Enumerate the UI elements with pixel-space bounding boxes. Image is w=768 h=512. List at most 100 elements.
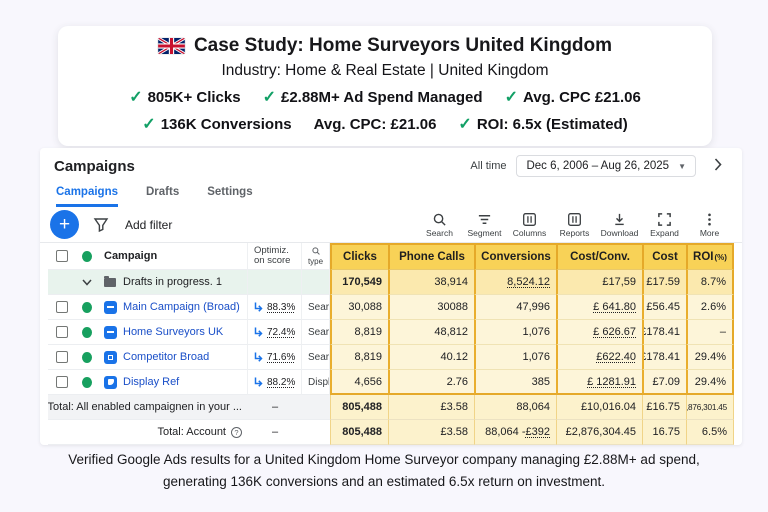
check-icon — [263, 87, 276, 107]
campaign-type-cell: Search — [302, 295, 330, 320]
total-clicks: 805,488 — [330, 395, 388, 420]
column-header-roi[interactable]: ROI (%) — [686, 243, 734, 270]
drafts-group-row[interactable]: Drafts in progress. 1 — [98, 270, 248, 295]
total-cost: £16.75 — [642, 395, 686, 420]
search-button[interactable]: Search — [417, 212, 462, 238]
column-header-type[interactable]: type — [302, 243, 330, 270]
cell-conversions: 8,524.12 — [474, 270, 556, 295]
cell-cost: £7.09 — [642, 370, 686, 395]
expand-row-chevron[interactable] — [76, 270, 98, 295]
campaign-row[interactable]: Display Ref — [98, 370, 248, 395]
campaign-icon — [104, 300, 117, 314]
reports-button[interactable]: Reports — [552, 212, 597, 238]
select-all-checkbox[interactable] — [48, 243, 76, 270]
check-icon — [142, 114, 155, 134]
cell-roi: 2.6% — [686, 295, 734, 320]
tab-campaigns[interactable]: Campaigns — [56, 186, 118, 207]
campaign-type-cell: Search — [302, 320, 330, 345]
table-row-cell — [302, 270, 330, 295]
cell-clicks: 170,549 — [330, 270, 388, 295]
column-header-phone-calls[interactable]: Phone Calls — [388, 243, 474, 270]
recommendation-arrow-icon — [254, 352, 263, 362]
segment-button[interactable]: Segment — [462, 212, 507, 238]
status-dot — [76, 320, 98, 345]
campaign-row[interactable]: Home Surveyors UK — [98, 320, 248, 345]
date-next-button[interactable] — [706, 157, 730, 175]
add-campaign-button[interactable]: + — [50, 210, 79, 239]
download-icon — [615, 213, 624, 225]
cell-roi: 29.4% — [686, 370, 734, 395]
download-button[interactable]: Download — [597, 212, 642, 238]
cell-cost-conv: £ 1281.91 — [556, 370, 642, 395]
status-filter-dot — [76, 243, 98, 270]
total-phone-calls: £3.58 — [388, 395, 474, 420]
campaign-row[interactable]: Main Campaign (Broad) — [98, 295, 248, 320]
caption-line-2: generating 136K conversions and an estim… — [162, 474, 606, 489]
reports-icon — [568, 212, 581, 226]
total-cost: 16.75 — [642, 420, 686, 445]
cell-phone-calls: 40.12 — [388, 345, 474, 370]
tab-drafts[interactable]: Drafts — [146, 186, 180, 198]
cell-conversions: 47,996 — [474, 295, 556, 320]
cell-phone-calls: 48,812 — [388, 320, 474, 345]
cell-cost-conv: £622.40 — [556, 345, 642, 370]
cell-conversions: 385 — [474, 370, 556, 395]
cell-conversions: 1,076 — [474, 320, 556, 345]
date-range-picker[interactable]: Dec 6, 2006 – Aug 26, 2025 ▼ — [516, 155, 696, 177]
help-icon[interactable]: ? — [231, 426, 242, 438]
row-checkbox[interactable] — [48, 295, 76, 320]
stat-conversions: 136K Conversions — [160, 115, 292, 133]
row-checkbox[interactable] — [48, 345, 76, 370]
column-header-conversions[interactable]: Conversions — [474, 243, 556, 270]
chevron-down-icon — [82, 279, 92, 286]
search-icon — [433, 213, 446, 226]
cell-cost: £56.45 — [642, 295, 686, 320]
total-conversions: 88,064 — [474, 395, 556, 420]
cell-conversions: 1,076 — [474, 345, 556, 370]
stat-avg-cpc: Avg. CPC £21.06 — [522, 88, 641, 106]
row-checkbox[interactable] — [48, 320, 76, 345]
stat-clicks: 805K+ Clicks — [147, 88, 241, 106]
table-row-cell — [248, 270, 302, 295]
add-filter-button[interactable]: Add filter — [125, 217, 173, 232]
caption-line-1: Verified Google Ads results for a United… — [68, 452, 700, 467]
stats-row-2: 136K Conversions Avg. CPC: £21.06 ROI: 6… — [58, 114, 712, 134]
expand-button[interactable]: Expand — [642, 212, 687, 238]
opt-score-cell[interactable]: 88.2% — [248, 370, 302, 395]
campaign-icon — [104, 350, 117, 364]
date-range-value: Dec 6, 2006 – Aug 26, 2025 — [526, 160, 670, 172]
segment-icon — [478, 214, 491, 224]
table-row-cell — [302, 420, 330, 445]
row-checkbox[interactable] — [48, 370, 76, 395]
filter-icon[interactable] — [93, 217, 109, 232]
cell-cost: £178.41 — [642, 320, 686, 345]
more-icon — [708, 213, 711, 225]
opt-score-cell[interactable]: 72.4% — [248, 320, 302, 345]
cell-roi: 8.7% — [686, 270, 734, 295]
campaign-icon — [104, 325, 117, 339]
column-header-cost-conv[interactable]: Cost/Conv. — [556, 243, 642, 270]
columns-icon — [523, 212, 536, 226]
opt-score-cell[interactable]: 71.6% — [248, 345, 302, 370]
total-account-label: Total: Account? — [48, 420, 248, 445]
more-button[interactable]: More — [687, 212, 732, 238]
column-header-opt-score[interactable]: Optimiz. on score — [254, 245, 291, 266]
campaign-row[interactable]: Competitor Broad — [98, 345, 248, 370]
column-header-cost[interactable]: Cost — [642, 243, 686, 270]
status-dot — [76, 295, 98, 320]
stat-ad-spend: £2.88M+ Ad Spend Managed — [280, 88, 483, 106]
cell-roi: – — [686, 320, 734, 345]
opt-score-cell[interactable]: 88.3% — [248, 295, 302, 320]
table-row-cell — [48, 270, 76, 295]
campaigns-table: Campaign Optimiz. on score type Clicks Ph… — [48, 243, 734, 445]
campaign-icon — [104, 375, 117, 389]
total-conversions: 88,064 - £392 — [474, 420, 556, 445]
column-header-clicks[interactable]: Clicks — [330, 243, 388, 270]
recommendation-arrow-icon — [254, 327, 263, 337]
column-header-campaign[interactable]: Campaign — [98, 243, 248, 270]
tab-settings[interactable]: Settings — [207, 186, 253, 198]
columns-button[interactable]: Columns — [507, 212, 552, 238]
campaign-type-cell: Display — [302, 370, 330, 395]
status-dot — [76, 370, 98, 395]
industry-subtitle: Industry: Home & Real Estate | United Ki… — [221, 62, 549, 79]
